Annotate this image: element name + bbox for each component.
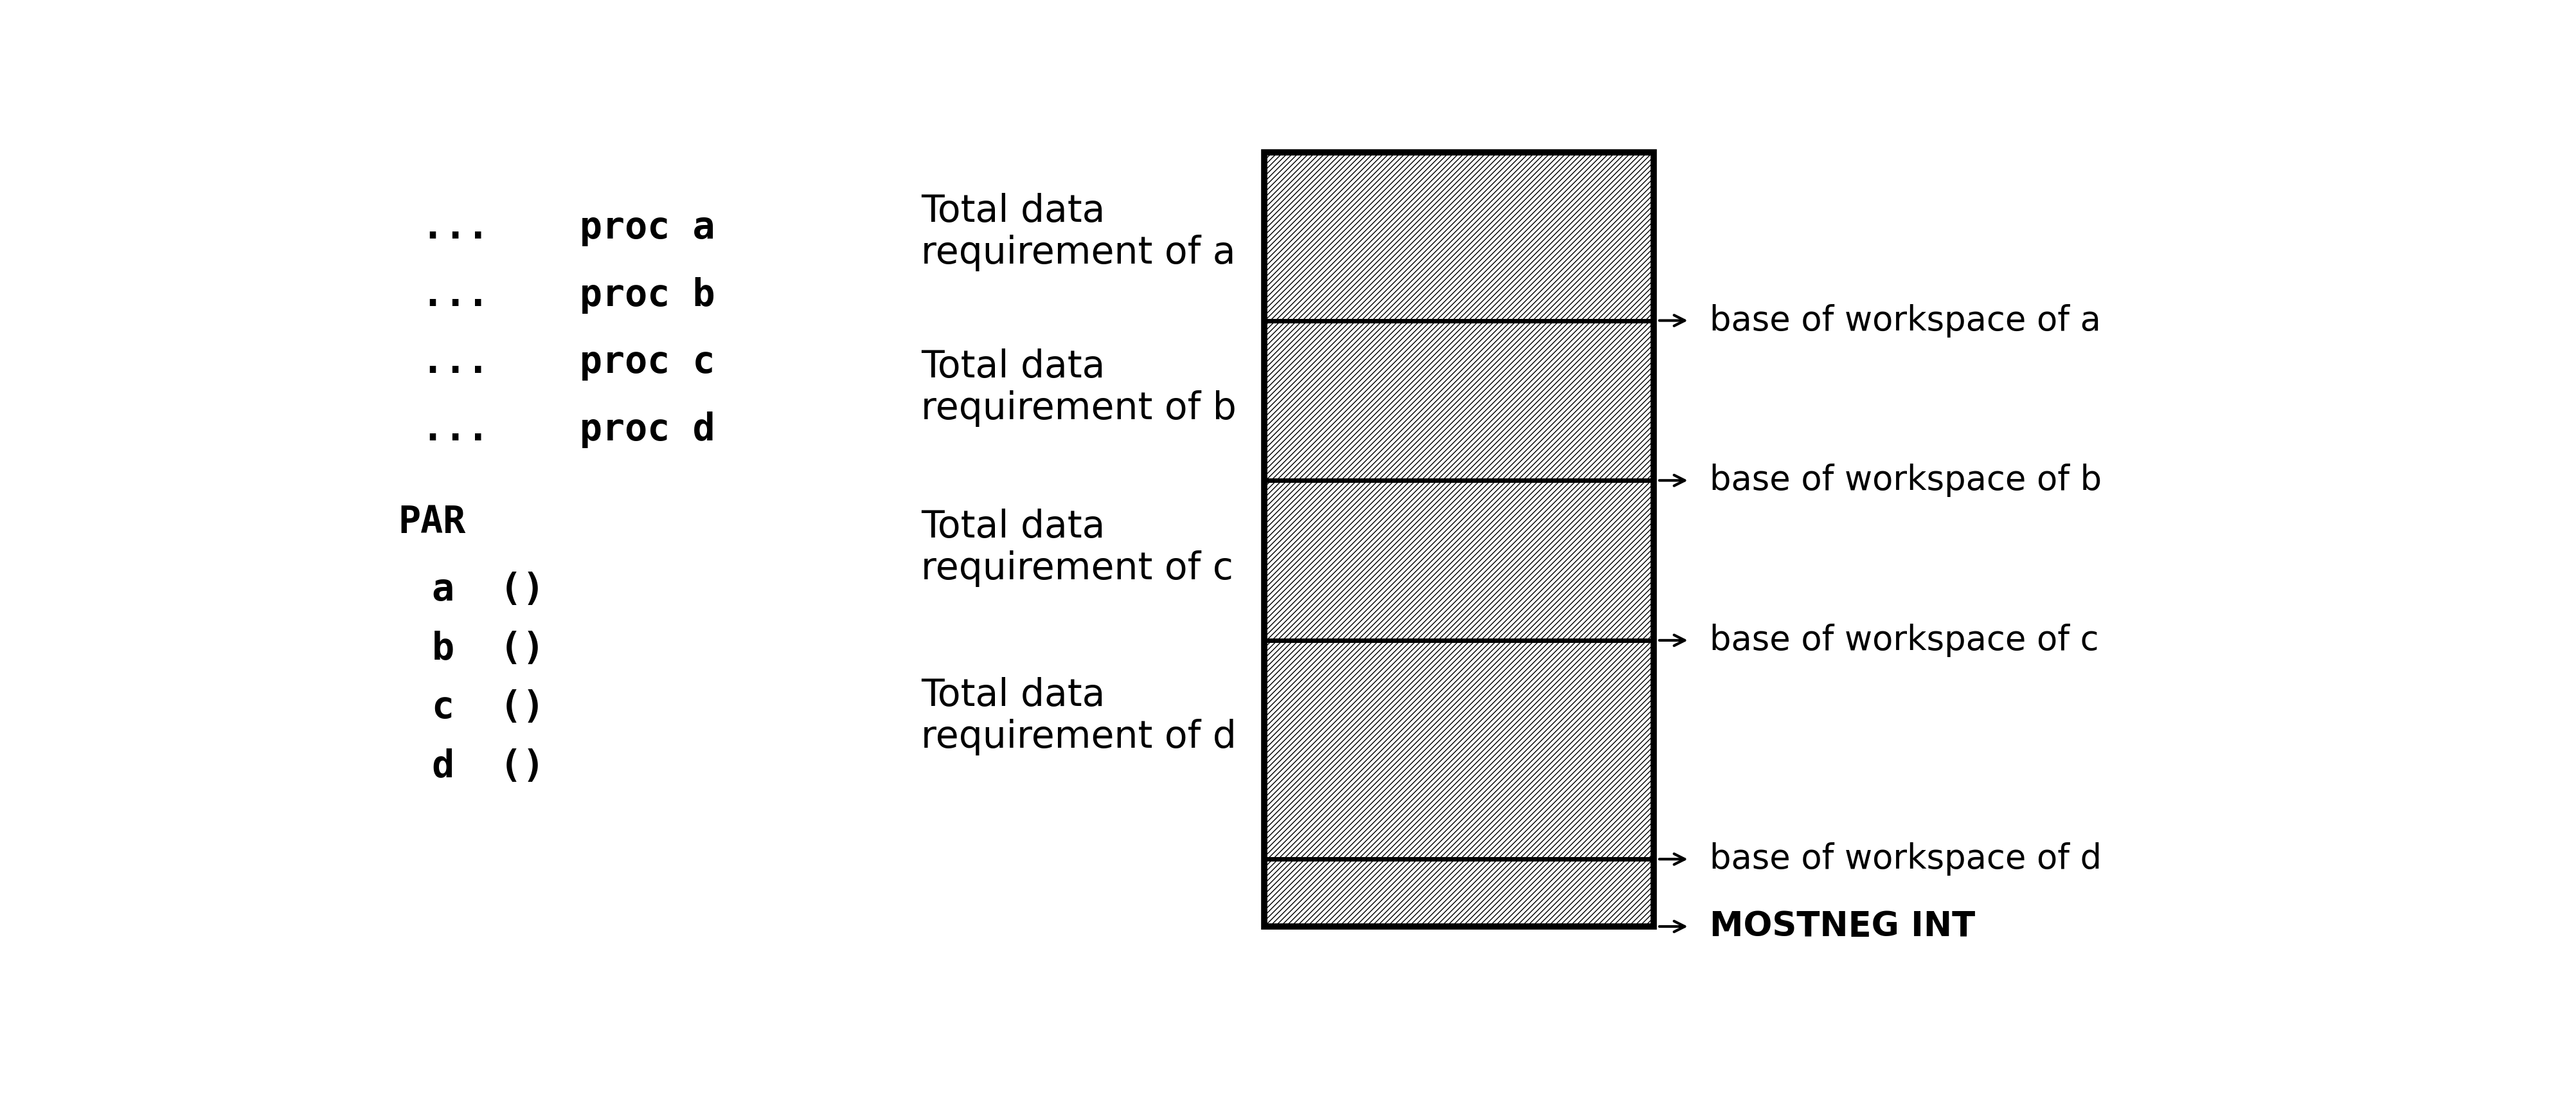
- Text: Total data: Total data: [922, 677, 1105, 714]
- Bar: [1265, 640, 1654, 859]
- Text: b  (): b (): [433, 631, 544, 667]
- Bar: [1265, 859, 1654, 927]
- Text: ...    proc a: ... proc a: [422, 210, 716, 246]
- Text: requirement of b: requirement of b: [922, 390, 1236, 427]
- Bar: [1265, 152, 1654, 927]
- Text: ...    proc c: ... proc c: [422, 344, 716, 381]
- Text: base of workspace of b: base of workspace of b: [1710, 463, 2102, 497]
- Text: base of workspace of c: base of workspace of c: [1710, 624, 2099, 657]
- Text: base of workspace of d: base of workspace of d: [1710, 843, 2102, 875]
- Text: d  (): d (): [433, 749, 544, 785]
- Text: ...    proc b: ... proc b: [422, 277, 716, 314]
- Bar: [1265, 152, 1654, 320]
- Text: base of workspace of a: base of workspace of a: [1710, 304, 2102, 338]
- Text: requirement of c: requirement of c: [922, 551, 1234, 587]
- Text: Total data: Total data: [922, 192, 1105, 230]
- Text: ...    proc d: ... proc d: [422, 412, 716, 448]
- Text: c  (): c (): [433, 690, 544, 726]
- Text: Total data: Total data: [922, 349, 1105, 385]
- Text: requirement of a: requirement of a: [922, 235, 1236, 271]
- Bar: [1265, 320, 1654, 481]
- Bar: [1265, 481, 1654, 640]
- Text: Total data: Total data: [922, 508, 1105, 545]
- Text: requirement of d: requirement of d: [922, 719, 1236, 755]
- Text: PAR: PAR: [397, 504, 466, 541]
- Text: a  (): a (): [433, 572, 544, 608]
- Text: MOSTNEG INT: MOSTNEG INT: [1710, 909, 1976, 943]
